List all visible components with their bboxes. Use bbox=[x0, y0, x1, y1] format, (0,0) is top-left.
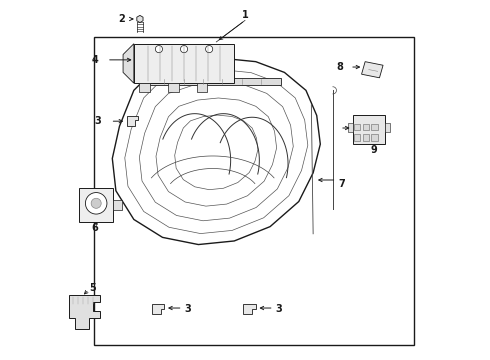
Bar bbox=[348, 123, 353, 132]
Circle shape bbox=[85, 193, 107, 214]
Text: 9: 9 bbox=[371, 144, 377, 154]
Text: 5: 5 bbox=[89, 283, 96, 293]
Text: 3: 3 bbox=[184, 304, 191, 314]
Polygon shape bbox=[243, 304, 256, 315]
Text: 6: 6 bbox=[91, 224, 98, 233]
Bar bbox=[363, 134, 369, 141]
Bar bbox=[371, 134, 378, 141]
Text: 7: 7 bbox=[338, 179, 345, 189]
Bar bbox=[363, 124, 369, 130]
Bar bbox=[168, 83, 179, 92]
Polygon shape bbox=[126, 116, 139, 126]
Polygon shape bbox=[69, 295, 100, 329]
Polygon shape bbox=[362, 62, 383, 78]
Bar bbox=[79, 188, 113, 222]
Circle shape bbox=[205, 45, 213, 53]
Bar bbox=[139, 83, 150, 92]
Bar bbox=[145, 78, 281, 85]
Text: 3: 3 bbox=[275, 304, 282, 314]
Circle shape bbox=[155, 45, 163, 53]
Text: 3: 3 bbox=[95, 116, 101, 126]
Text: 4: 4 bbox=[92, 55, 98, 65]
Bar bbox=[95, 37, 414, 345]
Bar bbox=[385, 123, 390, 132]
Circle shape bbox=[91, 198, 101, 208]
Bar bbox=[353, 116, 385, 144]
Bar bbox=[371, 124, 378, 130]
Text: 2: 2 bbox=[118, 14, 125, 24]
Bar bbox=[354, 124, 361, 130]
Bar bbox=[354, 134, 361, 141]
Circle shape bbox=[180, 45, 188, 53]
Bar bbox=[196, 83, 207, 92]
Text: 1: 1 bbox=[242, 10, 248, 20]
Text: 8: 8 bbox=[337, 62, 343, 72]
Bar bbox=[113, 200, 122, 211]
Polygon shape bbox=[152, 304, 164, 315]
Bar bbox=[134, 44, 234, 83]
Polygon shape bbox=[123, 44, 134, 83]
